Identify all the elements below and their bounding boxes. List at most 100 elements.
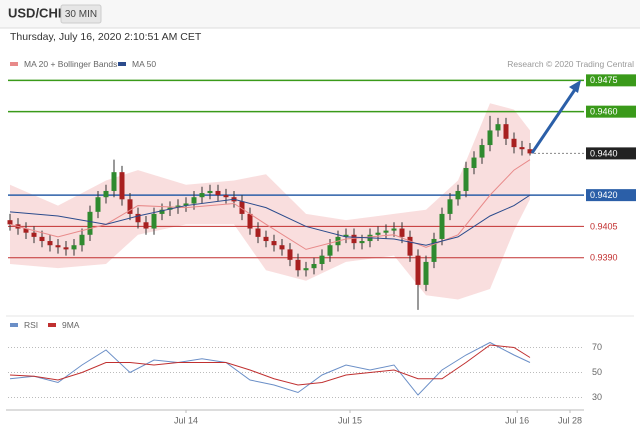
candle-body — [271, 241, 277, 246]
candle-body — [63, 247, 69, 250]
candle-body — [119, 172, 125, 200]
candle-body — [519, 147, 525, 150]
candle-body — [399, 228, 405, 237]
y-tick-label: 50 — [592, 367, 602, 377]
y-tick-label: 30 — [592, 392, 602, 402]
timeframe-label[interactable]: 30 MIN — [65, 9, 97, 20]
candle-body — [23, 228, 29, 233]
candle-body — [79, 234, 85, 246]
candle-body — [431, 238, 437, 262]
candle-body — [175, 205, 181, 208]
candle-body — [255, 228, 261, 237]
level-tag — [586, 189, 636, 202]
candle-body — [39, 236, 45, 242]
candle-body — [111, 172, 117, 191]
candle-body — [383, 230, 389, 233]
candle-body — [47, 241, 53, 246]
legend-label: MA 20 + Bollinger Bands — [24, 59, 117, 69]
forecast-arrowhead — [569, 80, 581, 93]
candle-body — [375, 232, 381, 235]
candle-body — [295, 259, 301, 271]
candle-body — [143, 222, 149, 229]
candle-body — [479, 145, 485, 158]
candle-body — [207, 190, 213, 194]
candle-body — [495, 124, 501, 131]
candle-body — [31, 232, 37, 237]
level-label: 0.9460 — [590, 107, 618, 117]
symbol: USD/CHF — [8, 5, 66, 20]
candle-body — [95, 197, 101, 212]
legend-swatch — [10, 323, 18, 327]
bollinger-band — [10, 103, 530, 300]
candle-body — [463, 168, 469, 191]
legend-swatch — [10, 62, 18, 66]
candle-body — [71, 245, 77, 250]
legend-label: RSI — [24, 320, 38, 330]
x-tick-label: Jul 14 — [174, 415, 198, 425]
level-tag — [586, 147, 636, 160]
legend-swatch — [118, 62, 126, 66]
legend-label: 9MA — [62, 320, 80, 330]
x-tick-label: Jul 15 — [338, 415, 362, 425]
candle-body — [151, 213, 157, 229]
candle-body — [391, 228, 397, 231]
candle-body — [527, 149, 533, 154]
header-bar — [0, 0, 640, 28]
candle-body — [87, 211, 93, 235]
candle-body — [407, 236, 413, 256]
candle-body — [183, 203, 189, 206]
x-tick-label: Jul 28 — [558, 415, 582, 425]
candle-body — [327, 245, 333, 256]
candle-body — [455, 190, 461, 200]
candle-body — [343, 234, 349, 237]
candle-body — [439, 213, 445, 239]
candle-body — [215, 190, 221, 196]
candle-body — [223, 195, 229, 198]
indicator-line — [9, 341, 531, 396]
candle-body — [287, 249, 293, 260]
candle-body — [199, 193, 205, 198]
candle-body — [127, 199, 133, 214]
candle-body — [55, 245, 61, 248]
candle-body — [423, 261, 429, 285]
attribution: Research © 2020 Trading Central — [507, 59, 634, 69]
candle-body — [319, 255, 325, 264]
candle-body — [311, 264, 317, 269]
level-label: 0.9405 — [590, 221, 618, 231]
x-tick-label: Jul 16 — [505, 415, 529, 425]
candle-body — [247, 213, 253, 229]
candle-body — [303, 268, 309, 271]
candle-body — [415, 255, 421, 285]
level-tag — [586, 74, 636, 87]
plot: 0.9475 0.9460 0.9440 0.9420 0.9405 0.9390 70 50… — [7, 74, 636, 425]
candle-body — [447, 199, 453, 214]
candle-body — [511, 138, 517, 148]
level-label: 0.9475 — [590, 75, 618, 85]
level-label: 0.9420 — [590, 190, 618, 200]
candle-body — [279, 245, 285, 250]
legend-swatch — [48, 323, 56, 327]
candle-body — [359, 241, 365, 244]
level-label: 0.9440 — [590, 148, 618, 158]
level-tag — [586, 105, 636, 118]
indicator-line — [9, 344, 531, 386]
legend-label: MA 50 — [132, 59, 156, 69]
moving-average — [9, 194, 531, 246]
moving-average — [9, 159, 531, 250]
candle-body — [263, 236, 269, 242]
candle-body — [159, 209, 165, 214]
y-tick-label: 70 — [592, 342, 602, 352]
candle-body — [503, 124, 509, 139]
forecast-arrow — [530, 87, 578, 154]
timeframe-button[interactable] — [60, 4, 102, 24]
candle-body — [7, 220, 13, 225]
level-label: 0.9390 — [590, 253, 618, 263]
candle-body — [135, 213, 141, 223]
candle-body — [351, 234, 357, 244]
candle-body — [471, 157, 477, 168]
candle-body — [191, 197, 197, 204]
candle-body — [487, 130, 493, 146]
candle-body — [239, 201, 245, 214]
candle-body — [103, 190, 109, 198]
